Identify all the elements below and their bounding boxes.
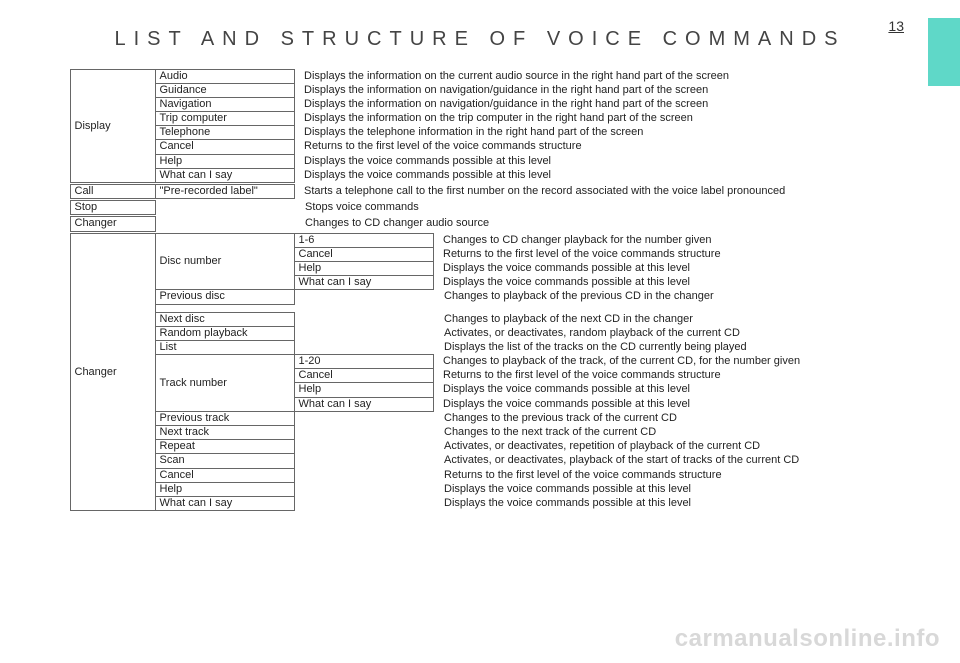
call-param: "Pre-recorded label" — [155, 184, 295, 199]
desc-cell: Returns to the first level of the voice … — [294, 140, 930, 154]
disc-number-label: Disc number — [155, 233, 295, 291]
desc-cell: Returns to the first level of the voice … — [433, 369, 930, 383]
cmd-cell: Guidance — [155, 83, 295, 98]
desc-cell: Changes to CD changer playback for the n… — [433, 233, 930, 247]
stop-row: Stop Stops voice commands — [70, 201, 930, 215]
changer-top-desc: Changes to CD changer audio source — [295, 217, 930, 231]
cmd-cell: Audio — [155, 69, 295, 84]
desc-cell: Displays the voice commands possible at … — [434, 496, 930, 510]
desc-cell: Displays the voice commands possible at … — [434, 482, 930, 496]
cmd-cell: Repeat — [155, 439, 295, 454]
cmd-cell: Random playback — [155, 326, 295, 341]
call-row: Call "Pre-recorded label" Starts a telep… — [70, 185, 930, 199]
desc-cell: Changes to playback of the next CD in th… — [434, 312, 930, 326]
desc-cell: Displays the voice commands possible at … — [433, 397, 930, 411]
display-label: Display — [70, 69, 156, 184]
disc-number-group: Disc number 1-6Changes to CD changer pla… — [155, 233, 930, 290]
call-desc: Starts a telephone call to the first num… — [294, 185, 930, 199]
desc-cell: Activates, or deactivates, playback of t… — [434, 454, 930, 468]
cmd-cell: Next disc — [155, 312, 295, 327]
desc-cell: Displays the voice commands possible at … — [294, 154, 930, 168]
cmd-cell: Help — [294, 382, 434, 397]
cmd-cell: What can I say — [294, 397, 434, 412]
cmd-cell: Help — [155, 482, 295, 497]
desc-cell: Displays the list of the tracks on the C… — [434, 340, 930, 354]
desc-cell: Changes to playback of the track, of the… — [433, 355, 930, 369]
desc-cell: Returns to the first level of the voice … — [433, 247, 930, 261]
cmd-cell: 1-6 — [294, 233, 434, 248]
page-number: 13 — [888, 18, 904, 34]
changer-top-row: Changer Changes to CD changer audio sour… — [70, 217, 930, 231]
cmd-cell: What can I say — [155, 496, 295, 511]
cmd-cell: Navigation — [155, 97, 295, 112]
desc-cell: Displays the voice commands possible at … — [433, 383, 930, 397]
track-number-label: Track number — [155, 354, 295, 412]
cmd-cell: What can I say — [155, 168, 295, 183]
desc-cell: Changes to the previous track of the cur… — [434, 411, 930, 425]
cmd-cell: Help — [155, 154, 295, 169]
cmd-cell: Next track — [155, 425, 295, 440]
cmd-cell: 1-20 — [294, 354, 434, 369]
stop-label: Stop — [70, 200, 156, 215]
call-label: Call — [70, 184, 156, 199]
desc-cell: Changes to playback of the previous CD i… — [434, 290, 930, 304]
desc-cell: Changes to the next track of the current… — [434, 426, 930, 440]
desc-cell: Activates, or deactivates, random playba… — [434, 326, 930, 340]
page-title: LIST AND STRUCTURE OF VOICE COMMANDS — [0, 0, 960, 69]
changer-group: Changer Disc number 1-6Changes to CD cha… — [70, 233, 930, 511]
display-group: Display AudioDisplays the information on… — [70, 69, 930, 183]
cmd-cell: List — [155, 340, 295, 355]
changer-label: Changer — [70, 233, 156, 512]
cmd-cell: Previous disc — [155, 289, 295, 304]
desc-cell: Activates, or deactivates, repetition of… — [434, 440, 930, 454]
cmd-cell: Cancel — [294, 247, 434, 262]
desc-cell: Displays the information on navigation/g… — [294, 97, 930, 111]
desc-cell: Displays the voice commands possible at … — [294, 168, 930, 182]
side-tab — [928, 18, 960, 86]
desc-cell: Displays the voice commands possible at … — [433, 276, 930, 290]
desc-cell: Displays the information on navigation/g… — [294, 83, 930, 97]
cmd-cell: Scan — [155, 453, 295, 468]
desc-cell: Returns to the first level of the voice … — [434, 468, 930, 482]
cmd-cell: Trip computer — [155, 111, 295, 126]
desc-cell: Displays the voice commands possible at … — [433, 261, 930, 275]
desc-cell: Displays the information on the current … — [294, 69, 930, 83]
desc-cell: Displays the information on the trip com… — [294, 112, 930, 126]
content-area: Display AudioDisplays the information on… — [0, 69, 960, 511]
stop-desc: Stops voice commands — [295, 201, 930, 215]
cmd-cell: Help — [294, 261, 434, 276]
desc-cell: Displays the telephone information in th… — [294, 126, 930, 140]
cmd-cell: What can I say — [294, 275, 434, 290]
cmd-cell: Cancel — [155, 468, 295, 483]
changer-top-label: Changer — [70, 216, 156, 231]
cmd-cell: Cancel — [294, 368, 434, 383]
track-number-group: Track number 1-20Changes to playback of … — [155, 355, 930, 412]
cmd-cell: Previous track — [155, 411, 295, 426]
watermark: carmanualsonline.info — [675, 625, 940, 653]
cmd-cell: Cancel — [155, 139, 295, 154]
cmd-cell: Telephone — [155, 125, 295, 140]
